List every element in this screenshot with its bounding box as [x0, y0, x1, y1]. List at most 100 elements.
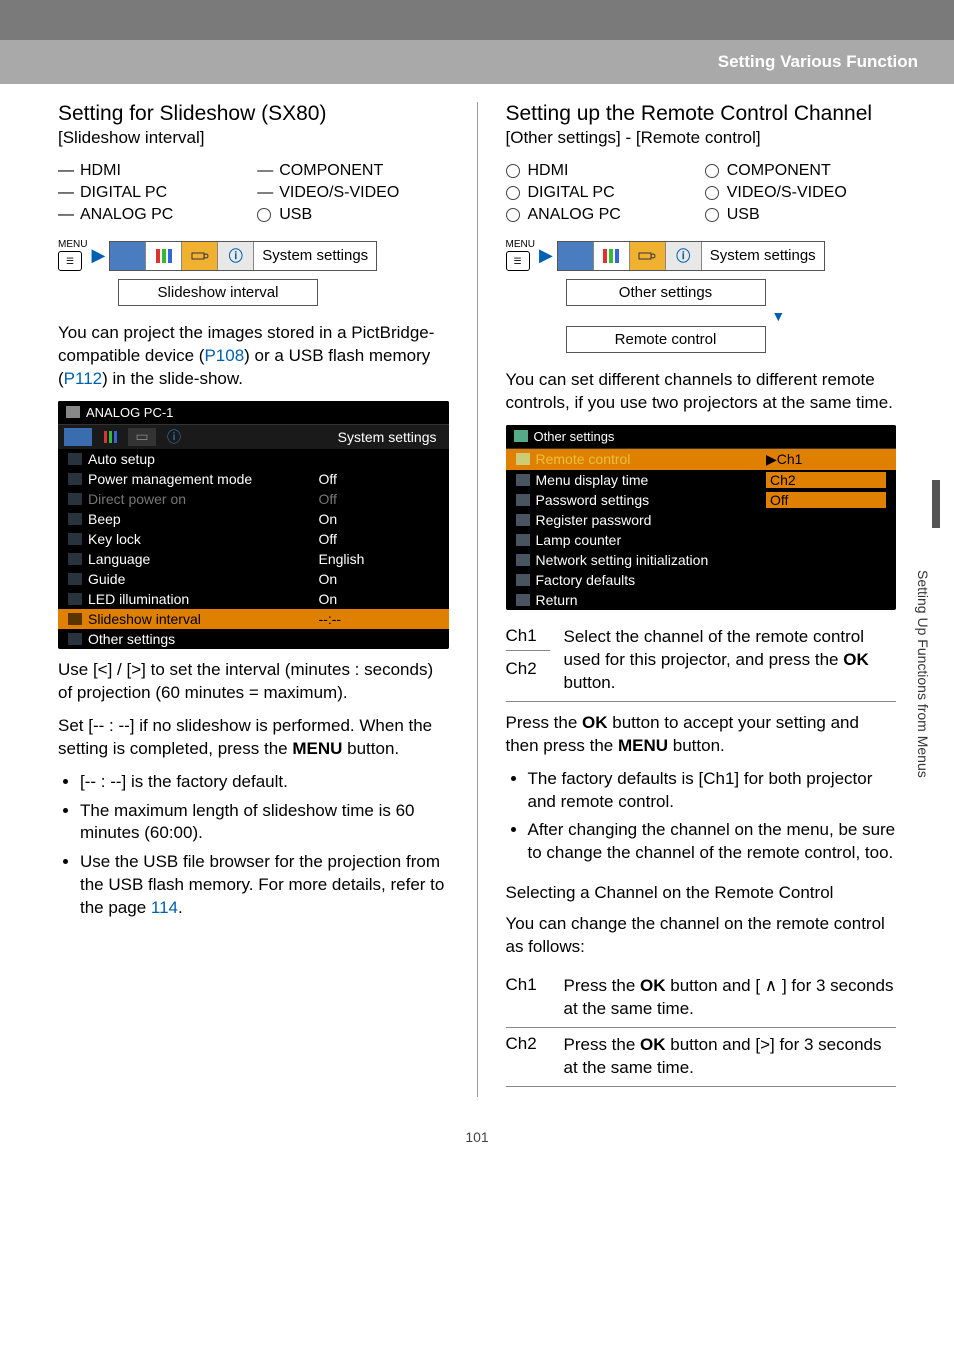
input-digital-pc: —DIGITAL PC	[58, 182, 249, 204]
menu-tabs: ⓘ System settings	[109, 241, 377, 271]
ss-row: Network setting initialization	[506, 550, 897, 570]
link-p112[interactable]: P112	[64, 369, 102, 388]
left-bullets: [-- : --] is the factory default. The ma…	[58, 771, 449, 921]
r-tab-rgb-icon	[594, 242, 630, 270]
ss-row: Remote control▶Ch1	[506, 449, 897, 470]
ss-title-left: ANALOG PC-1	[58, 401, 449, 425]
ss-row: Other settings	[58, 629, 449, 649]
r-bullet-2: After changing the channel on the menu, …	[528, 819, 897, 865]
right-menu-diagram: MENU ☰ ▶ ⓘ System settings Other setting…	[506, 240, 897, 353]
header-strip: Setting Various Function	[0, 40, 954, 84]
menu-sub-slideshow: Slideshow interval	[118, 279, 318, 306]
r-input-component: COMPONENT	[705, 160, 896, 182]
tab-projector-icon	[182, 242, 218, 270]
ss-title-right: Other settings	[506, 425, 897, 449]
input-video-svideo: —VIDEO/S-VIDEO	[257, 182, 448, 204]
r-tab-blue-icon	[558, 242, 594, 270]
left-heading: Setting for Slideshow (SX80)	[58, 102, 449, 126]
ss-row: Password settingsOff	[506, 490, 897, 510]
r-input-video-svideo: VIDEO/S-VIDEO	[705, 182, 896, 204]
input-hdmi: —HDMI	[58, 160, 249, 182]
right-screenshot: Other settings Remote control▶Ch1Menu di…	[506, 425, 897, 610]
right-para3: You can change the channel on the remote…	[506, 913, 897, 959]
ss-row: Power management modeOff	[58, 469, 449, 489]
tab-blue-icon	[110, 242, 146, 270]
arrow-right-icon: ▶	[91, 245, 105, 266]
right-subhead: Selecting a Channel on the Remote Contro…	[506, 883, 897, 903]
ss-row: BeepOn	[58, 509, 449, 529]
link-p108[interactable]: P108	[204, 346, 244, 365]
r-menu-tab-label: System settings	[702, 242, 824, 270]
tab-info-icon: ⓘ	[218, 242, 254, 270]
input-component: —COMPONENT	[257, 160, 448, 182]
menu-button-icon: ☰	[58, 251, 82, 271]
ss-row: Menu display timeCh2	[506, 470, 897, 490]
ss-tab2-icon	[96, 428, 124, 446]
side-marker	[932, 480, 940, 528]
menu-sub-remote: Remote control	[566, 326, 766, 353]
left-screenshot: ANALOG PC-1 ▭ ⓘ System settings Auto set…	[58, 401, 449, 649]
ss-row: Factory defaults	[506, 570, 897, 590]
ch-select-table: Ch1 Ch2 Select the channel of the remote…	[506, 620, 897, 702]
ss-row: GuideOn	[58, 569, 449, 589]
ss-row: Slideshow interval--:--	[58, 609, 449, 629]
right-para2: Press the OK button to accept your setti…	[506, 712, 897, 758]
ss-row: Key lockOff	[58, 529, 449, 549]
r-input-hdmi: HDMI	[506, 160, 697, 182]
left-para1: You can project the images stored in a P…	[58, 322, 449, 391]
input-analog-pc: —ANALOG PC	[58, 204, 249, 226]
left-column: Setting for Slideshow (SX80) [Slideshow …	[58, 102, 449, 1097]
link-114[interactable]: 114	[151, 898, 178, 917]
r-input-analog-pc: ANALOG PC	[506, 204, 697, 226]
ch-press-table: Ch1Press the OK button and [ ∧ ] for 3 s…	[506, 969, 897, 1087]
input-usb: USB	[257, 204, 448, 226]
ss-row: Return	[506, 590, 897, 610]
r-input-digital-pc: DIGITAL PC	[506, 182, 697, 204]
left-path: [Slideshow interval]	[58, 128, 449, 148]
ss-tab3-icon: ▭	[128, 428, 156, 446]
ss-tab4-icon: ⓘ	[160, 428, 188, 446]
menu-tab-label: System settings	[254, 242, 376, 270]
left-input-list: —HDMI —DIGITAL PC —ANALOG PC —COMPONENT …	[58, 160, 449, 226]
ch1-key: Ch1	[506, 626, 550, 651]
r-menu-text-icon: MENU	[506, 240, 535, 250]
right-bullets: The factory defaults is [Ch1] for both p…	[506, 768, 897, 866]
right-path: [Other settings] - [Remote control]	[506, 128, 897, 148]
side-section-label: Setting Up Functions from Menus	[915, 570, 931, 778]
arrow-down-icon: ▼	[661, 308, 897, 324]
tab-rgb-icon	[146, 242, 182, 270]
menu-text-icon: MENU	[58, 240, 87, 250]
ss-row: Register password	[506, 510, 897, 530]
r-menu-button-icon: ☰	[506, 251, 530, 271]
ch2-key: Ch2	[506, 659, 550, 683]
bullet-2: The maximum length of slideshow time is …	[80, 800, 449, 846]
page-number: 101	[0, 1129, 954, 1165]
right-heading: Setting up the Remote Control Channel	[506, 102, 897, 126]
top-gray-bar	[0, 0, 954, 40]
ss-right-label: System settings	[338, 429, 443, 445]
r-tab-info-icon: ⓘ	[666, 242, 702, 270]
right-input-list: HDMI DIGITAL PC ANALOG PC COMPONENT VIDE…	[506, 160, 897, 226]
ss-row: Auto setup	[58, 449, 449, 469]
bullet-3: Use the USB file browser for the project…	[80, 851, 449, 920]
r-bullet-1: The factory defaults is [Ch1] for both p…	[528, 768, 897, 814]
r-menu-tabs: ⓘ System settings	[557, 241, 825, 271]
ss-row: Lamp counter	[506, 530, 897, 550]
r-input-usb: USB	[705, 204, 896, 226]
header-title: Setting Various Function	[718, 52, 918, 71]
right-para1: You can set different channels to differ…	[506, 369, 897, 415]
ss-row: Direct power onOff	[58, 489, 449, 509]
menu-sub-other: Other settings	[566, 279, 766, 306]
column-divider	[477, 102, 478, 1097]
left-para3: Set [-- : --] if no slideshow is perform…	[58, 715, 449, 761]
ch-row: Ch1Press the OK button and [ ∧ ] for 3 s…	[506, 969, 897, 1028]
ss-tab1-icon	[64, 428, 92, 446]
ss-row: LED illuminationOn	[58, 589, 449, 609]
bullet-1: [-- : --] is the factory default.	[80, 771, 449, 794]
right-column: Setting up the Remote Control Channel [O…	[506, 102, 897, 1097]
ch-row: Ch2Press the OK button and [>] for 3 sec…	[506, 1028, 897, 1087]
ss-row: LanguageEnglish	[58, 549, 449, 569]
ch-combo-desc: Select the channel of the remote control…	[564, 626, 897, 695]
r-tab-projector-icon	[630, 242, 666, 270]
left-menu-diagram: MENU ☰ ▶ ⓘ System settings Slideshow int…	[58, 240, 449, 306]
